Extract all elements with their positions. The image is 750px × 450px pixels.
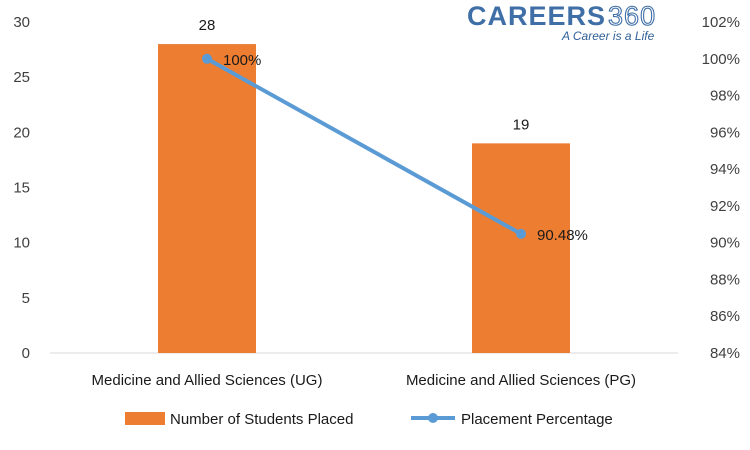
bar	[158, 44, 256, 354]
legend-label: Placement Percentage	[461, 411, 613, 428]
bar-series: 28 19	[158, 17, 570, 354]
line-series: 100% 90.48%	[202, 52, 588, 244]
line-point	[202, 53, 212, 64]
right-axis-tick: 94%	[710, 161, 740, 178]
line-data-label: 90.48%	[537, 227, 588, 244]
left-axis-tick: 30	[13, 14, 30, 31]
category-label: Medicine and Allied Sciences (UG)	[92, 372, 323, 389]
left-axis-tick: 10	[13, 235, 30, 252]
bar	[472, 143, 570, 353]
legend-marker	[428, 413, 438, 423]
right-axis-tick: 96%	[710, 124, 740, 141]
line-point	[516, 228, 526, 239]
right-axis-tick: 92%	[710, 198, 740, 215]
right-axis-tick: 86%	[710, 308, 740, 325]
legend-swatch-bar	[125, 412, 165, 425]
left-axis-tick: 25	[13, 69, 30, 86]
left-axis-tick: 20	[13, 124, 30, 141]
right-y-axis: 84% 86% 88% 90% 92% 94% 96% 98% 100% 102%	[702, 14, 740, 362]
bar-data-label: 28	[199, 17, 216, 34]
category-labels: Medicine and Allied Sciences (UG) Medicin…	[92, 372, 637, 389]
careers360-logo: CAREERS360 A Career is a Life	[467, 0, 656, 43]
category-label: Medicine and Allied Sciences (PG)	[406, 372, 636, 389]
left-axis-tick: 0	[22, 345, 30, 362]
right-axis-tick: 100%	[702, 51, 740, 68]
right-axis-tick: 98%	[710, 88, 740, 105]
left-y-axis: 0 5 10 15 20 25 30	[13, 14, 30, 362]
right-axis-tick: 102%	[702, 14, 740, 31]
left-axis-tick: 5	[22, 290, 30, 307]
line-path	[205, 56, 523, 236]
line-data-label: 100%	[223, 52, 261, 69]
legend-label: Number of Students Placed	[170, 411, 353, 428]
bar-data-label: 19	[513, 116, 530, 133]
legend: Number of Students Placed Placement Perce…	[125, 411, 613, 428]
right-axis-tick: 84%	[710, 345, 740, 362]
left-axis-tick: 15	[13, 180, 30, 197]
logo-tagline: A Career is a Life	[561, 29, 655, 43]
right-axis-tick: 90%	[710, 235, 740, 252]
right-axis-tick: 88%	[710, 271, 740, 288]
logo-brand: CAREERS360	[467, 1, 656, 31]
